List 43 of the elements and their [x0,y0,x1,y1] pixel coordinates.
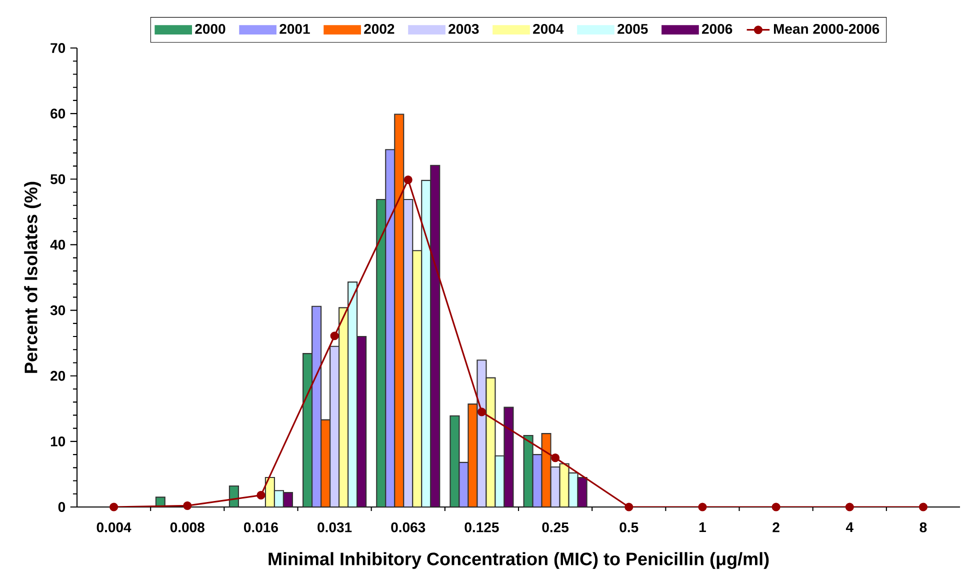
x-tick-label: 1 [699,522,706,532]
y-tick-label: 10 [50,436,66,446]
legend-label: 2001 [280,24,310,34]
y-tick-label: 70 [50,43,66,53]
legend-label: 2002 [364,24,394,34]
point [772,502,780,512]
x-axis-title: Minimal Inhibitory Concentration (MIC) to Penicillin (μg/ml) [268,552,769,569]
point [330,332,339,340]
y-tick-label: 0 [58,502,66,512]
x-tick-label: 4 [846,522,854,532]
legend-label: 2005 [618,24,648,34]
point [256,490,266,500]
point [624,502,634,512]
x-tick-label: 0.125 [464,522,499,532]
legend-label: 2003 [448,24,479,34]
y-tick-label: 60 [50,108,66,119]
x-tick-label: 0.031 [318,522,352,532]
x-tick-label: 0.016 [244,522,278,532]
y-tick-label: 40 [50,240,66,250]
point [845,502,854,512]
point [551,454,560,462]
x-tick-label: 0.008 [170,522,204,532]
x-tick-label: 0.5 [620,522,638,532]
legend-label: 2000 [195,24,226,34]
y-tick-label: 50 [50,174,66,184]
point [698,502,707,512]
point [918,502,928,512]
x-tick-label: 2 [772,522,780,532]
point [110,502,118,512]
y-tick-label: 20 [50,370,66,381]
x-tick-label: 0.063 [391,522,426,532]
point [404,176,412,184]
point [183,501,192,510]
y-tick-label: 30 [50,305,66,316]
point [477,408,486,416]
legend-label: 2004 [533,24,564,34]
legend-label: Mean 2000-2006 [774,24,880,34]
x-tick-label: 0.004 [96,522,132,532]
y-axis-title: Percent of Isolates (%) [24,182,41,373]
x-tick-label: 0.25 [542,522,569,532]
legend-label: 2006 [702,24,732,34]
bar [476,360,487,507]
x-tick-label: 8 [920,522,927,532]
